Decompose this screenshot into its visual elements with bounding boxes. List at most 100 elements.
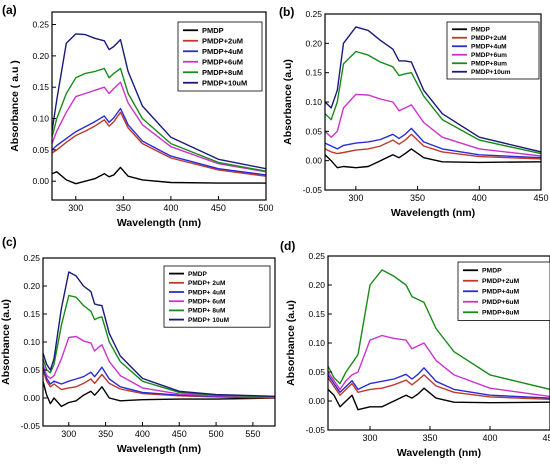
series-line-3: [325, 127, 541, 159]
legend-entry: PMDP+ 10uM: [188, 317, 229, 324]
y-tick-label: 0.10: [305, 97, 322, 107]
series-line-4: [52, 81, 266, 173]
legend-entry: PMDP+2uM: [471, 35, 507, 42]
legend-entry: PMDP: [471, 27, 490, 34]
series-line-4: [325, 93, 541, 157]
y-tick-label: 0.20: [305, 38, 322, 48]
series-line-6: [325, 26, 541, 153]
series-line-5: [328, 269, 550, 391]
x-tick-label: 400: [482, 433, 497, 443]
series-line-3: [52, 107, 266, 176]
y-tick-label: 0.20: [23, 281, 40, 291]
y-axis-label: Absorbance (a.u): [285, 300, 297, 386]
panel-b: (b) 300 350 400 450 -0.05 0.00 0.05 0.10 0.15 0.20…: [279, 5, 549, 219]
series-line-1: [328, 387, 550, 411]
y-tick-label: 0.00: [32, 176, 49, 186]
series-line-2: [328, 374, 550, 400]
legend-entry: PMDP: [202, 26, 224, 35]
series-line-4: [43, 335, 275, 399]
legend-entry: PMDP: [482, 268, 502, 275]
y-tick-label: 0.05: [305, 126, 322, 136]
x-axis-label: Wavelength (nm): [391, 207, 475, 219]
x-axis-label: Wavelength (nm): [117, 443, 201, 455]
x-tick-label: 300: [68, 203, 83, 213]
x-tick-label: 350: [98, 429, 113, 439]
y-tick-label: 0.15: [305, 68, 322, 78]
y-tick-label: 0.05: [308, 367, 325, 377]
y-axis-label: Absorbance (a.u): [282, 59, 294, 145]
legend-entry: PMDP+ 2uM: [188, 280, 225, 287]
x-tick-label: 450: [542, 433, 550, 443]
series-line-4: [328, 334, 550, 398]
series-line-3: [43, 366, 275, 399]
x-tick-label: 350: [116, 203, 131, 213]
series-line-1: [325, 148, 541, 169]
x-tick-label: 500: [258, 203, 273, 213]
y-tick-label: -0.05: [303, 185, 323, 195]
y-tick-label: 0.15: [32, 82, 49, 92]
y-axis-label: Absorbance ( a.u ): [9, 60, 21, 152]
x-tick-label: 350: [410, 193, 425, 203]
panel-a: (a) 300 350 400 450 500 0.00 0.05 0.10 0.15 0.20 0.…: [2, 3, 274, 229]
y-tick-label: 0.20: [308, 280, 325, 290]
series-line-5: [325, 50, 541, 155]
y-tick-label: 0.05: [32, 145, 49, 155]
panel-label: (d): [280, 239, 295, 253]
y-tick-label: 0.05: [23, 365, 40, 375]
x-tick-label: 400: [163, 203, 178, 213]
panel-c: (c) 300 350 400 450 500 550 -0.05 0.00 0.05 0.10 0.…: [0, 235, 276, 455]
x-tick-label: 350: [422, 433, 437, 443]
legend-entry: PMDP+8uM: [482, 310, 520, 317]
legend-entry: PMDP: [188, 271, 207, 278]
y-tick-label: -0.05: [306, 425, 326, 435]
legend-box: [446, 21, 540, 80]
y-tick-label: 0.25: [32, 20, 49, 30]
y-tick-label: 0.20: [32, 51, 49, 61]
series-line-5: [52, 67, 266, 172]
y-tick-label: 0.10: [308, 338, 325, 348]
y-tick-label: -0.05: [21, 421, 41, 431]
panel-label: (b): [279, 5, 294, 19]
y-tick-label: 0.25: [308, 251, 325, 261]
legend-entry: PMDP+6um: [471, 52, 507, 59]
legend-box: [163, 265, 271, 328]
series-line-5: [43, 294, 275, 398]
series-line-3: [328, 367, 550, 399]
x-tick-label: 400: [472, 193, 487, 203]
y-tick-label: 0.15: [23, 309, 40, 319]
series-line-1: [43, 381, 275, 408]
x-axis-label: Wavelength (nm): [117, 217, 201, 229]
y-tick-label: 0.00: [305, 156, 322, 166]
series-line-2: [52, 111, 266, 177]
y-tick-label: 0.10: [23, 337, 40, 347]
x-tick-label: 550: [245, 429, 260, 439]
y-axis-label: Absorbance (a.u): [0, 299, 12, 385]
panel-d: (d) 300 350 400 450 -0.05 0.00 0.05 0.10 0.15 0.20…: [280, 239, 550, 459]
x-tick-label: 300: [61, 429, 76, 439]
series-line-6: [43, 271, 275, 397]
x-tick-label: 450: [533, 193, 548, 203]
y-tick-label: 0.25: [23, 253, 40, 263]
series-line-2: [325, 133, 541, 160]
legend-entry: PMDP+6uM: [202, 57, 243, 66]
y-tick-label: 0.00: [308, 396, 325, 406]
y-tick-label: 0.00: [23, 393, 40, 403]
legend-entry: PMDP+8uM: [202, 68, 243, 77]
x-tick-label: 400: [135, 429, 150, 439]
legend-entry: PMDP+ 6uM: [188, 299, 225, 306]
legend-entry: PMDP+ 4uM: [188, 289, 225, 296]
x-tick-label: 300: [362, 433, 377, 443]
legend-entry: PMDP+4uM: [202, 47, 243, 56]
y-tick-label: 0.15: [308, 309, 325, 319]
series-line-1: [52, 166, 266, 185]
legend-entry: PMDP+6uM: [482, 299, 520, 306]
legend-entry: PMDP+4uM: [482, 289, 520, 296]
x-tick-label: 300: [348, 193, 363, 203]
legend-entry: PMDP+ 8uM: [188, 308, 225, 315]
legend-entry: PMDP+2uM: [202, 36, 243, 45]
legend-box: [177, 21, 263, 92]
y-tick-label: 0.25: [305, 9, 322, 19]
x-tick-label: 450: [211, 203, 226, 213]
legend-entry: PMDP+10uM: [202, 78, 247, 87]
